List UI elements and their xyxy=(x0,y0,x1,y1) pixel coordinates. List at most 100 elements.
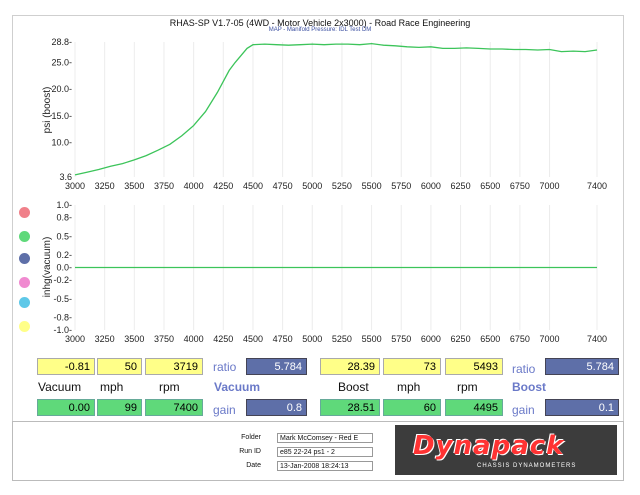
x-tick-label: 6250 xyxy=(451,334,471,344)
y-axis-label: inhg(vacuum) xyxy=(42,237,53,298)
x-tick-label: 5500 xyxy=(362,334,382,344)
ratio-label-2: ratio xyxy=(512,362,536,376)
vacuum-chart: 3000 3250 3500 3750 4000 4250 4500 4750 5000 5250… xyxy=(42,200,607,344)
x-tick-label: 4750 xyxy=(273,181,293,191)
x-tick-label: 3500 xyxy=(124,181,144,191)
legend-dot xyxy=(19,277,30,288)
vacuum-heading: Vacuum xyxy=(214,380,261,394)
footer-panel xyxy=(12,421,624,481)
y-tick-label: 3.6 xyxy=(59,172,72,182)
y-tick-label: 20.0- xyxy=(51,84,72,94)
run-id-field: e85 22-24 ps1 - 2 xyxy=(277,447,373,457)
boost-readout: 28.39 xyxy=(320,358,380,375)
rpm-readout-2: 5493 xyxy=(445,358,503,375)
x-tick-label: 7400 xyxy=(587,334,607,344)
boost-max: 28.51 xyxy=(320,399,380,416)
mph-max-2: 60 xyxy=(383,399,441,416)
x-tick-label: 6500 xyxy=(480,334,500,344)
ratio-value: 5.784 xyxy=(246,358,307,375)
x-tick-label: 3500 xyxy=(124,334,144,344)
dynapack-logo: Dynapack CHASSIS DYNAMOMETERS xyxy=(395,425,617,475)
x-tick-label: 6750 xyxy=(510,334,530,344)
y-tick-label: 0.8- xyxy=(56,213,72,223)
x-tick-label: 6250 xyxy=(451,181,471,191)
run-id-label: Run ID xyxy=(239,448,261,455)
x-tick-label: 7000 xyxy=(540,334,560,344)
x-tick-label: 3250 xyxy=(95,181,115,191)
mph-label: mph xyxy=(100,380,124,394)
y-tick-label: -0.2- xyxy=(53,275,72,285)
x-tick-label: 4750 xyxy=(273,334,293,344)
x-tick-label: 5750 xyxy=(391,334,411,344)
boost-label: Boost xyxy=(338,380,369,394)
x-tick-label: 7000 xyxy=(540,181,560,191)
vacuum-label: Vacuum xyxy=(38,380,82,394)
x-tick-label: 5250 xyxy=(332,181,352,191)
x-tick-label: 4500 xyxy=(243,334,263,344)
y-tick-label: 0.2- xyxy=(56,250,72,260)
x-tick-label: 6750 xyxy=(510,181,530,191)
y-tick-label: 25.0- xyxy=(51,57,72,67)
date-label: Date xyxy=(246,462,261,469)
y-tick-label: 1.0- xyxy=(56,200,72,210)
x-tick-label: 5500 xyxy=(362,181,382,191)
legend-dot xyxy=(19,321,30,332)
x-tick-label: 3000 xyxy=(65,181,85,191)
gain-value: 0.8 xyxy=(246,399,307,416)
legend-dot xyxy=(19,253,30,264)
legend-dot xyxy=(19,231,30,242)
logo-subtext: CHASSIS DYNAMOMETERS xyxy=(477,463,577,469)
series-line xyxy=(74,42,598,176)
y-tick-label: 28.8- xyxy=(51,37,72,47)
x-tick-label: 4250 xyxy=(213,334,233,344)
y-tick-label: 0.5- xyxy=(56,231,72,241)
rpm-label-2: rpm xyxy=(457,380,478,394)
x-tick-label: 4000 xyxy=(184,181,204,191)
chart-title: RHAS-SP V1.7-05 (4WD - Motor Vehicle 2x3… xyxy=(169,18,471,28)
legend-dot xyxy=(19,207,30,218)
y-tick-label: 15.0- xyxy=(51,111,72,121)
mph-readout-2: 73 xyxy=(383,358,441,375)
x-tick-label: 4000 xyxy=(184,334,204,344)
gain-label-2: gain xyxy=(512,403,535,417)
gain-label: gain xyxy=(213,403,236,417)
rpm-max-2: 4495 xyxy=(445,399,503,416)
y-tick-label: 0.0- xyxy=(56,263,72,273)
x-tick-label: 5000 xyxy=(302,334,322,344)
mph-max: 99 xyxy=(97,399,142,416)
x-tick-label: 4500 xyxy=(243,181,263,191)
chart-frame xyxy=(12,15,624,421)
x-tick-label: 4250 xyxy=(213,181,233,191)
mph-label-2: mph xyxy=(397,380,421,394)
x-tick-label: 5000 xyxy=(302,181,322,191)
boost-heading: Boost xyxy=(512,380,546,394)
x-tick-label: 3250 xyxy=(95,334,115,344)
legend-dot xyxy=(19,297,30,308)
rpm-readout: 3719 xyxy=(145,358,203,375)
y-tick-label: -0.8- xyxy=(53,313,72,323)
x-tick-label: 3000 xyxy=(65,334,85,344)
vacuum-max: 0.00 xyxy=(37,399,95,416)
folder-label: Folder xyxy=(241,434,261,441)
rpm-max: 7400 xyxy=(145,399,203,416)
x-tick-label: 5250 xyxy=(332,334,352,344)
x-tick-label: 6500 xyxy=(480,181,500,191)
x-tick-label: 6000 xyxy=(421,181,441,191)
x-tick-label: 3750 xyxy=(154,181,174,191)
y-tick-label: -0.5- xyxy=(53,294,72,304)
chart-subtitle: MAP - Manifold Pressure: IDL Test DM xyxy=(268,27,372,33)
ratio-label: ratio xyxy=(213,360,237,374)
rpm-label: rpm xyxy=(159,380,180,394)
x-tick-label: 7400 xyxy=(587,181,607,191)
y-axis-label: psi (boost) xyxy=(42,87,53,134)
x-tick-label: 5750 xyxy=(391,181,411,191)
folder-field: Mark McComsey - Red E xyxy=(277,433,373,443)
date-field: 13-Jan-2008 18:24:13 xyxy=(277,461,373,471)
y-tick-label: -1.0- xyxy=(53,325,72,335)
y-tick-label: 10.0- xyxy=(51,138,72,148)
ratio-value-2: 5.784 xyxy=(545,358,619,375)
mph-readout: 50 xyxy=(97,358,142,375)
x-tick-label: 6000 xyxy=(421,334,441,344)
boost-chart: 3000 3250 3500 3750 4000 4250 4500 4750 5000 5250… xyxy=(42,37,607,191)
gain-value-2: 0.1 xyxy=(545,399,619,416)
